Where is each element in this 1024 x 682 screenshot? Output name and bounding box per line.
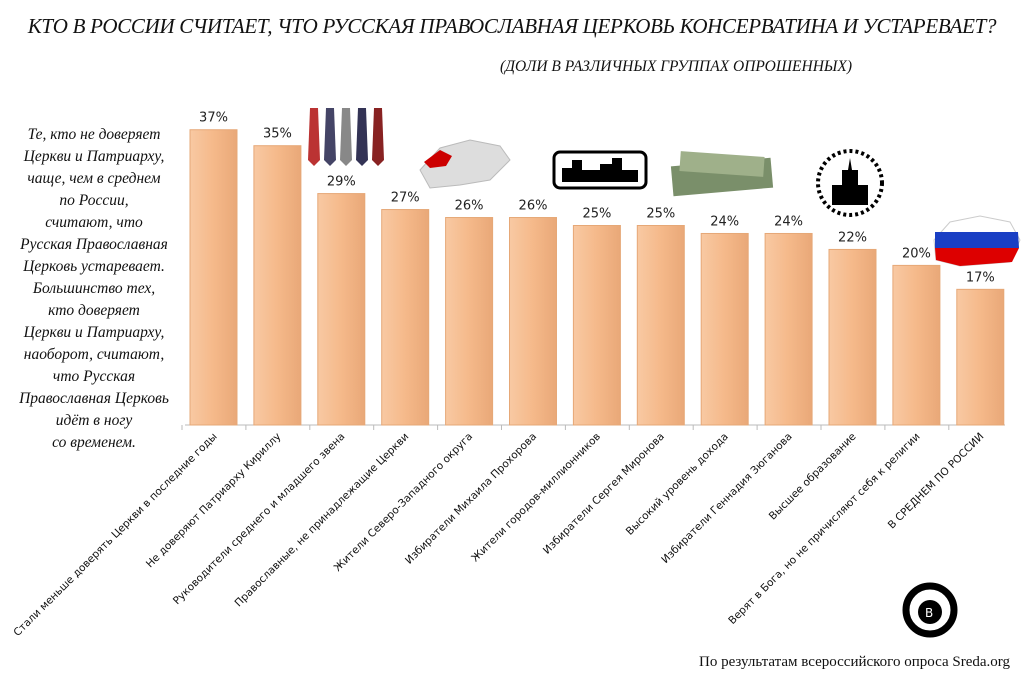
bar <box>253 145 302 426</box>
bar <box>572 225 621 426</box>
data-label: 26% <box>455 199 484 214</box>
bar <box>445 217 494 426</box>
data-label: 25% <box>646 207 675 222</box>
data-label: 29% <box>327 175 356 190</box>
data-label: 24% <box>710 214 739 229</box>
data-label: 26% <box>519 199 548 214</box>
svg-text:B: B <box>925 606 933 620</box>
side-note-line: Те, кто не доверяет <box>27 126 161 143</box>
bar <box>828 248 877 426</box>
russia-map-icon <box>419 139 511 189</box>
chart-title: КТО В РОССИИ СЧИТАЕТ, ЧТО РУССКАЯ ПРАВОС… <box>27 14 997 38</box>
university-emblem-icon <box>816 149 884 217</box>
data-label: 35% <box>263 127 292 142</box>
bar <box>892 264 941 426</box>
bar <box>509 217 557 426</box>
side-note: Те, кто не доверяет Церкви и Патриарху, ча… <box>4 124 184 454</box>
side-note-line: Большинство тех, <box>32 280 156 297</box>
bar <box>381 209 430 426</box>
side-note-line: кто доверяет <box>48 302 140 319</box>
side-note-line: по России, <box>59 192 129 209</box>
city-sign-icon <box>552 150 648 190</box>
data-label: 17% <box>966 270 995 285</box>
side-note-line: идёт в ногу <box>55 412 133 429</box>
category-label: Жители городов-миллионников <box>469 431 603 565</box>
bar <box>700 232 749 426</box>
data-label: 22% <box>838 230 867 245</box>
bar <box>956 288 1005 426</box>
data-label: 20% <box>902 246 931 261</box>
data-label: 25% <box>582 207 611 222</box>
bar <box>764 232 813 426</box>
side-note-line: что Русская <box>52 368 136 385</box>
source-note: По результатам всероссийского опроса Sre… <box>698 654 1010 670</box>
side-note-line: Церкви и Патриарху, <box>23 148 165 165</box>
data-label: 27% <box>391 191 420 206</box>
ties-icon <box>308 108 384 166</box>
data-label: 24% <box>774 214 803 229</box>
category-label: Высокий уровень дохода <box>624 431 731 538</box>
side-note-line: Православная Церковь <box>19 390 169 407</box>
data-label: 37% <box>199 111 228 126</box>
category-label: Избиратели Михаила Прохорова <box>403 431 539 567</box>
sreda-logo: B <box>902 582 958 638</box>
category-label: Не доверяют Патриарху Кириллу <box>144 431 284 571</box>
category-label: Избиратели Сергея Миронова <box>541 431 667 557</box>
bar <box>317 193 366 426</box>
side-note-line: Церковь устаревает. <box>23 258 165 275</box>
side-note-line: со временем. <box>52 434 136 451</box>
side-note-line: Церкви и Патриарху, <box>23 324 165 341</box>
bar <box>189 129 238 426</box>
money-icon <box>670 151 774 197</box>
side-note-line: наоборот, считают, <box>23 346 165 363</box>
chart-subtitle: (ДОЛИ В РАЗЛИЧНЫХ ГРУППАХ ОПРОШЕННЫХ) <box>500 58 853 75</box>
category-label: Избиратели Геннадия Зюганова <box>659 431 794 566</box>
category-label: Стали меньше доверять Церкви в последние… <box>11 431 219 639</box>
side-note-line: Русская Православная <box>20 236 168 253</box>
side-note-line: чаще, чем в среднем <box>27 170 161 187</box>
side-note-line: считают, что <box>45 214 143 231</box>
bar <box>636 225 685 426</box>
russia-flag-map-icon <box>933 215 1021 267</box>
category-label: Жители Северо-Западного округа <box>332 431 475 574</box>
